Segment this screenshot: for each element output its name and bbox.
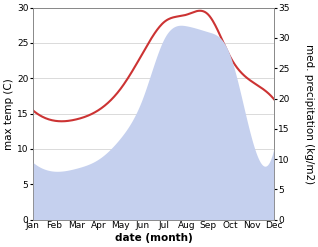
Y-axis label: med. precipitation (kg/m2): med. precipitation (kg/m2) — [304, 44, 314, 184]
X-axis label: date (month): date (month) — [114, 233, 192, 243]
Y-axis label: max temp (C): max temp (C) — [4, 78, 14, 149]
